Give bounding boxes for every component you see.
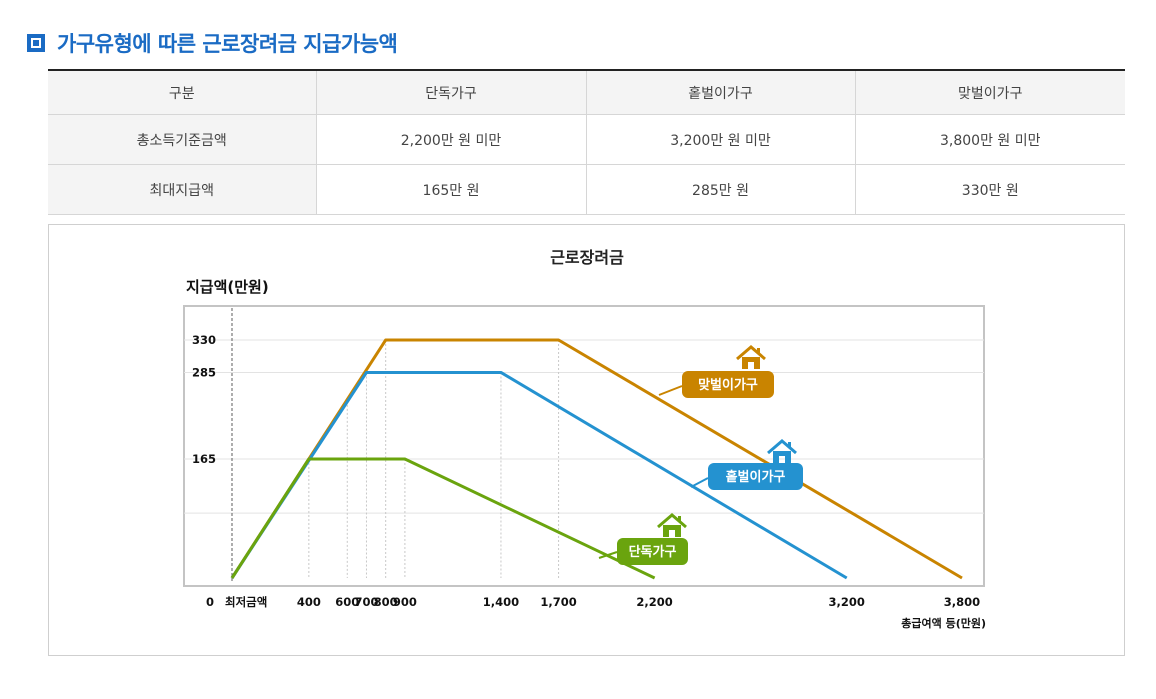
x-tick-label: 800	[374, 595, 398, 609]
legend-tag-label: 홑벌이가구	[726, 469, 786, 485]
x-tick-label: 2,200	[636, 595, 672, 609]
x-tick-label: 600	[335, 595, 359, 609]
house-icon	[742, 357, 760, 369]
x-origin-label: 0	[206, 595, 214, 609]
chimney-icon	[757, 348, 760, 354]
x-tick-label: 1,400	[483, 595, 519, 609]
x-axis-label: 총급여액 등(만원)	[901, 616, 986, 630]
section-title: 가구유형에 따른 근로장려금 지급가능액	[57, 32, 398, 56]
chimney-icon	[788, 442, 791, 448]
x-tick-label: 3,800	[944, 595, 980, 609]
legend-leader-line	[690, 477, 709, 488]
table-cell: 2,200만 원 미만	[316, 114, 587, 165]
house-icon	[657, 513, 687, 529]
row-label: 총소득기준금액	[48, 114, 317, 165]
legend-leader-line	[598, 551, 618, 559]
chimney-icon	[678, 516, 681, 522]
table-row: 총소득기준금액 2,200만 원 미만 3,200만 원 미만 3,800만 원…	[48, 114, 1125, 165]
header-single-earner: 홑벌이가구	[586, 69, 856, 115]
table-cell: 3,200만 원 미만	[586, 114, 856, 165]
table-row: 최대지급액 165만 원 285만 원 330만 원	[48, 164, 1125, 215]
y-axis-label: 지급액(만원)	[186, 278, 269, 296]
square-bullet-icon	[27, 34, 45, 52]
house-icon	[773, 451, 791, 463]
legend-tag-label: 맞벌이가구	[698, 377, 758, 393]
x-tick-label: 400	[297, 595, 321, 609]
chart-title: 근로장려금	[550, 248, 624, 267]
legend-leader-line	[658, 385, 683, 396]
house-icon	[736, 345, 766, 361]
section-heading: 가구유형에 따른 근로장려금 지급가능액	[27, 28, 398, 58]
x-min-label: 최저금액	[225, 595, 267, 609]
legend-tag	[708, 463, 803, 490]
table-header-row: 구분 단독가구 홑벌이가구 맞벌이가구	[48, 69, 1125, 115]
x-tick-label: 1,700	[540, 595, 576, 609]
legend-tag	[682, 371, 774, 398]
y-tick-label: 330	[192, 333, 216, 347]
y-tick-label: 165	[192, 452, 216, 466]
table-cell: 165만 원	[316, 164, 587, 215]
x-tick-label: 3,200	[829, 595, 865, 609]
x-tick-label: 900	[393, 595, 417, 609]
row-label: 최대지급액	[48, 164, 317, 215]
legend-tag-label: 단독가구	[629, 544, 677, 560]
house-icon	[663, 525, 681, 537]
table-cell: 330만 원	[855, 164, 1125, 215]
table-cell: 285만 원	[586, 164, 856, 215]
series-line	[230, 457, 656, 580]
header-category: 구분	[48, 69, 317, 115]
header-single: 단독가구	[316, 69, 587, 115]
header-dual-earner: 맞벌이가구	[855, 69, 1125, 115]
house-icon	[767, 439, 797, 455]
x-tick-label: 700	[354, 595, 378, 609]
y-tick-label: 285	[192, 365, 216, 379]
table-cell: 3,800만 원 미만	[855, 114, 1125, 165]
info-table: 구분 단독가구 홑벌이가구 맞벌이가구 총소득기준금액 2,200만 원 미만 …	[48, 69, 1125, 215]
legend-tag	[617, 538, 688, 565]
